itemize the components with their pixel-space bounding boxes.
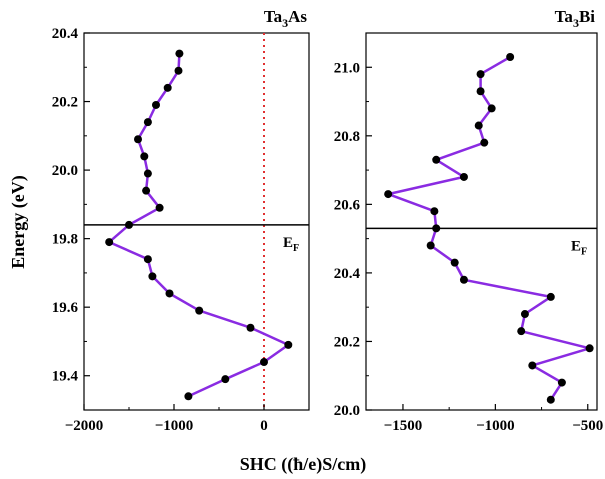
x-tick-label: −2000 [65,418,104,434]
x-tick-label: 0 [260,418,268,434]
plot-frame-ta3as [83,32,310,411]
panel-ta3bi: −1500 −1000 −500 20.0 20.2 20.4 20.6 20.8 21.0 T… [334,7,604,434]
fermi-label-ta3as: EF [283,235,299,254]
x-tick-label: −1500 [384,418,423,434]
y-tick-label: 20.2 [52,95,78,111]
data-point [174,66,183,75]
data-point [284,340,293,349]
y-axis-label: Energy (eV) [8,175,29,268]
data-point [195,306,204,315]
data-point [143,169,152,178]
data-point [152,100,160,109]
data-point [487,104,496,113]
data-point [140,152,149,161]
data-point [459,172,468,181]
y-tick-label: 20.8 [334,129,360,145]
y-tick-label: 20.0 [334,403,360,419]
data-point [430,207,439,216]
y-tick-label: 21.0 [334,60,360,76]
data-point [143,118,152,127]
data-point [520,310,529,319]
data-point [426,241,435,250]
data-point [175,49,184,58]
data-point [546,395,555,404]
data-point [506,52,515,61]
data-point [105,238,114,247]
data-point [134,135,142,144]
y-tick-label: 20.0 [52,163,78,179]
panel-ta3as: −2000 −1000 0 19.4 19.6 19.8 20.0 20.2 20.4 Ta3A… [52,7,310,434]
data-point [528,361,537,370]
chart-title-ta3bi: Ta3Bi [555,7,596,30]
x-tick-label: −1000 [155,418,194,434]
data-point [143,255,152,264]
y-tick-label: 19.6 [52,300,79,316]
data-point [450,258,459,267]
chart-title-ta3as: Ta3As [264,7,308,30]
data-point [125,220,133,229]
data-point [480,138,489,147]
x-axis-label: SHC ((ħ/e)S/cm) [240,454,366,475]
data-point [163,83,172,92]
data-point [474,121,483,130]
data-point [260,358,268,367]
data-point [546,292,555,301]
data-point [476,87,485,96]
fermi-label-ta3bi: EF [571,238,587,257]
data-point [585,344,594,353]
data-point [142,186,151,195]
x-tick-label: −500 [572,418,603,434]
y-tick-label: 19.8 [52,232,78,248]
data-point [459,275,468,284]
y-tick-label: 20.6 [334,197,361,213]
data-point [517,327,526,336]
data-point [246,323,255,332]
data-point [221,375,230,384]
y-tick-label: 20.4 [334,266,361,282]
data-point [432,155,441,164]
data-point [184,392,193,401]
data-point [165,289,174,298]
y-tick-label: 20.2 [334,334,360,350]
plot-frame-ta3bi [365,32,598,411]
data-point [148,272,157,281]
y-tick-label: 20.4 [52,26,79,42]
data-point [476,70,485,79]
y-tick-label: 19.4 [52,369,79,385]
data-point [155,203,164,212]
data-point [384,190,393,199]
data-point [557,378,566,387]
data-point [432,224,441,233]
x-tick-label: −1000 [476,418,515,434]
